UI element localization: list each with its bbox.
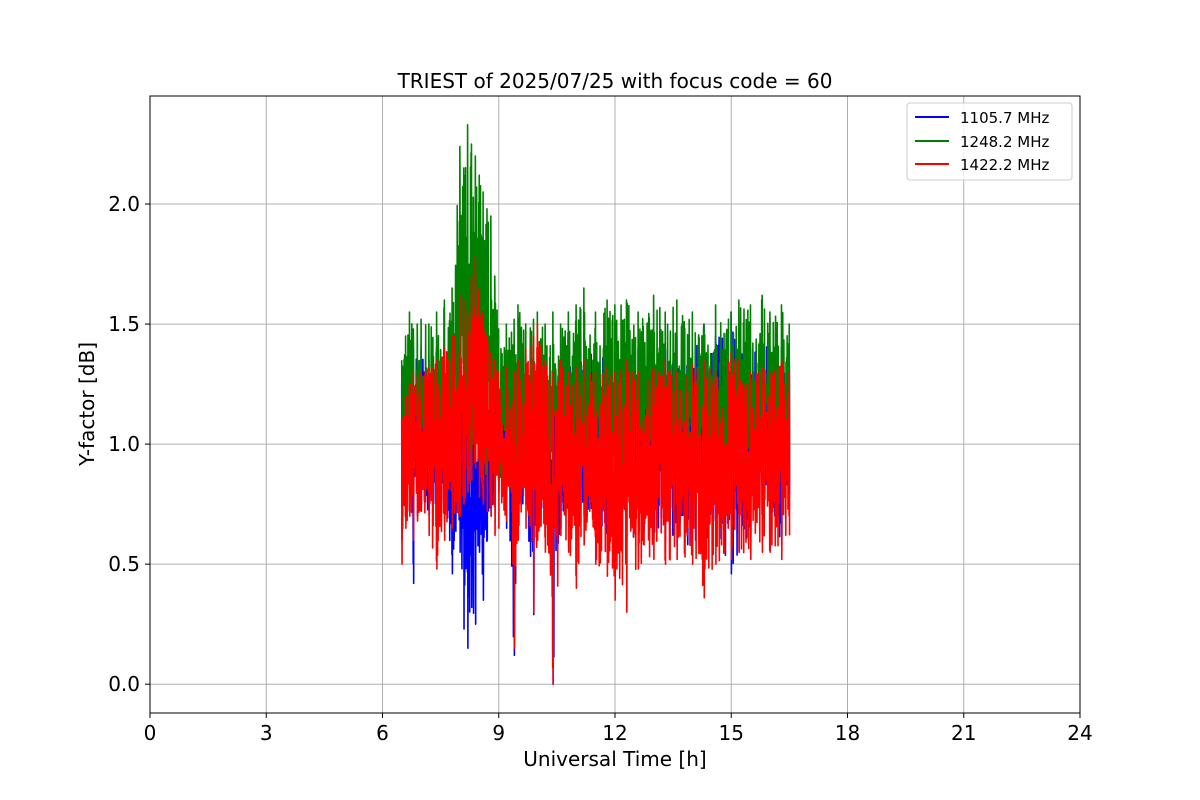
legend: 1105.7 MHz 1248.2 MHz 1422.2 MHz — [906, 102, 1073, 181]
x-axis-label: Universal Time [h] — [523, 747, 706, 771]
x-tick-label: 9 — [492, 721, 505, 745]
legend-label: 1422.2 MHz — [960, 156, 1049, 174]
y-axis-label: Y-factor [dB] — [75, 342, 99, 467]
x-tick-label: 21 — [951, 721, 976, 745]
x-axis-ticks: 0 3 6 9 12 15 18 21 24 — [144, 713, 1093, 745]
legend-label: 1248.2 MHz — [960, 133, 1049, 151]
x-tick-label: 0 — [144, 721, 157, 745]
chart-title: TRIEST of 2025/07/25 with focus code = 6… — [397, 69, 833, 93]
x-tick-label: 12 — [602, 721, 627, 745]
x-tick-label: 15 — [719, 721, 744, 745]
series-line — [400, 256, 791, 685]
x-tick-label: 3 — [260, 721, 273, 745]
plot-area — [400, 124, 791, 685]
y-tick-label: 1.0 — [108, 432, 140, 456]
y-tick-label: 0.0 — [108, 672, 140, 696]
x-tick-label: 18 — [835, 721, 860, 745]
legend-label: 1105.7 MHz — [960, 109, 1049, 127]
y-tick-label: 1.5 — [108, 312, 140, 336]
y-axis-ticks: 0.0 0.5 1.0 1.5 2.0 — [108, 192, 150, 696]
x-tick-label: 6 — [376, 721, 389, 745]
y-tick-label: 0.5 — [108, 552, 140, 576]
y-tick-label: 2.0 — [108, 192, 140, 216]
x-tick-label: 24 — [1067, 721, 1092, 745]
legend-frame — [906, 102, 1073, 181]
